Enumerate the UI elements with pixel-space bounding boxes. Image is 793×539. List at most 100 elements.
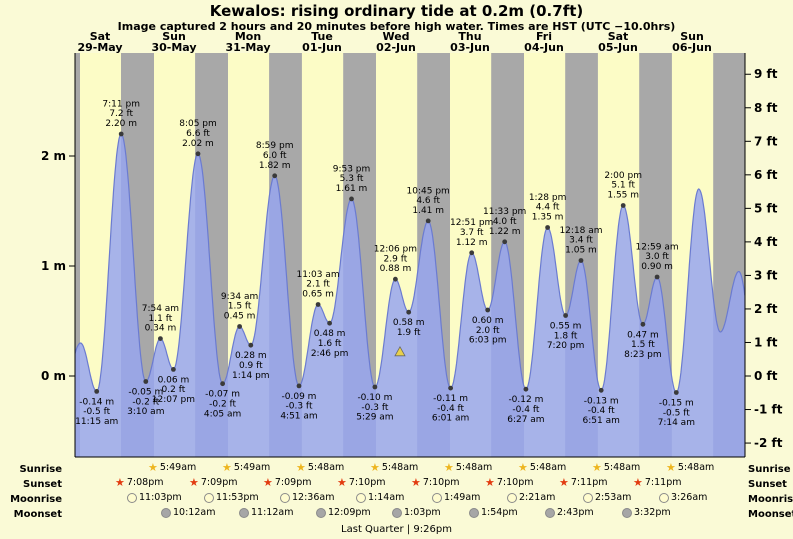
tide-annotation-line: 1.35 m	[532, 213, 564, 223]
sunrise-star-icon: ★	[666, 461, 676, 474]
tide-annotation-line: 0.90 m	[641, 262, 673, 272]
tide-point-marker	[327, 320, 332, 326]
tide-annotation-line: -0.12 m	[508, 395, 543, 405]
tide-point-marker	[195, 151, 201, 157]
tide-annotation-line: 7:54 am	[142, 304, 179, 314]
left-axis-label: 1 m	[41, 259, 66, 273]
day-label-dow: Sat	[608, 30, 629, 43]
tide-point-marker	[640, 321, 646, 327]
tide-point-marker	[237, 324, 243, 329]
tide-annotation-line: 6.0 ft	[263, 151, 287, 161]
almanac-entry-time: 5:49am	[159, 462, 197, 473]
page-title: Kewalos: rising ordinary tide at 0.2m (0…	[209, 2, 584, 20]
tide-annotation-line: -0.5 ft	[83, 407, 110, 417]
almanac-entry: 1:49am	[432, 492, 480, 503]
almanac-entry: ★ 5:48am	[592, 462, 640, 473]
tide-annotation-line: 6:03 pm	[469, 336, 507, 346]
tide-annotation-line: 7:14 am	[658, 418, 695, 428]
tide-annotation-line: 1.61 m	[336, 184, 368, 194]
tide-annotation-line: 0.34 m	[145, 324, 177, 334]
tide-annotation-line: 2.20 m	[105, 119, 137, 129]
tide-annotation-line: 4:05 am	[204, 409, 241, 419]
almanac-entry-time: 5:49am	[233, 462, 271, 473]
day-label-dow: Thu	[458, 30, 481, 43]
tide-annotation-line: 1.5 ft	[631, 340, 655, 350]
moonset-circle-icon	[545, 507, 555, 518]
tide-point-marker	[654, 274, 660, 280]
tide-annotation-line: 6:51 am	[583, 416, 620, 426]
tide-annotation-line: 9:34 am	[221, 292, 258, 302]
almanac-entry: ★ 5:49am	[148, 462, 196, 473]
moonset-circle-icon	[161, 507, 171, 518]
day-label-date: 06-Jun	[672, 41, 712, 54]
tide-annotation-line: 1.82 m	[259, 161, 291, 171]
almanac-entry-time: 11:12am	[251, 507, 294, 518]
tide-annotation-line: 5.1 ft	[611, 181, 635, 191]
right-axis-label: 7 ft	[754, 134, 778, 148]
right-axis-label: 8 ft	[754, 101, 778, 115]
tide-point-marker	[248, 342, 254, 348]
tide-annotation-line: 1.41 m	[412, 206, 444, 216]
right-axis-label: -1 ft	[754, 403, 783, 417]
tide-annotation-line: -0.07 m	[205, 390, 240, 400]
tide-annotation-line: 0.06 m	[158, 375, 190, 385]
tide-point-marker	[158, 336, 163, 341]
tide-annotation-line: 3.7 ft	[460, 228, 484, 238]
tide-point-marker	[578, 258, 584, 263]
right-axis-label: 1 ft	[754, 335, 778, 349]
sunset-star-icon: ★	[263, 476, 273, 489]
almanac-entry-time: 7:09pm	[200, 477, 238, 488]
almanac-row-label-right: Moonset	[748, 509, 793, 520]
right-axis-label: 3 ft	[754, 268, 778, 282]
sunset-star-icon: ★	[115, 476, 125, 489]
tide-point-marker	[393, 276, 398, 282]
tide-annotation-line: 0.2 ft	[162, 385, 186, 395]
day-label-dow: Sun	[680, 30, 704, 43]
sunrise-star-icon: ★	[296, 461, 306, 474]
tide-point-marker	[545, 225, 550, 230]
almanac-row-label-left: Sunset	[23, 479, 62, 490]
almanac-entry: ★ 5:49am	[222, 462, 270, 473]
tide-annotation-line: 0.55 m	[550, 322, 582, 332]
tide-point-marker	[485, 307, 491, 313]
moonrise-circle-icon	[432, 492, 442, 503]
almanac-entry: ★ 5:48am	[296, 462, 344, 473]
tide-annotation-line: 8:23 pm	[624, 350, 662, 360]
almanac-entry-time: 2:53am	[595, 492, 632, 503]
sunset-star-icon: ★	[411, 476, 421, 489]
tide-annotation-line: 3.0 ft	[645, 252, 669, 262]
moonset-circle-icon	[316, 507, 326, 518]
tide-annotation-line: 12:51 pm	[450, 218, 493, 228]
tide-point-marker	[94, 389, 100, 394]
tide-point-marker	[296, 383, 302, 389]
tide-annotation-line: 12:07 pm	[152, 395, 195, 405]
sunrise-star-icon: ★	[148, 461, 158, 474]
tide-annotation-line: -0.14 m	[79, 397, 114, 407]
day-label-date: 01-Jun	[302, 41, 342, 54]
tide-point-marker	[372, 384, 378, 390]
tide-annotation-line: 2.9 ft	[384, 254, 408, 264]
almanac-entry: ★ 7:09pm	[189, 477, 238, 488]
tide-annotation-line: 2:46 pm	[311, 349, 349, 359]
almanac-entry: 11:03pm	[127, 492, 182, 503]
current-tide-marker	[394, 345, 406, 357]
almanac-entry: 1:54pm	[469, 507, 518, 518]
day-label-date: 02-Jun	[376, 41, 416, 54]
tide-annotation-line: -0.2 ft	[132, 397, 159, 407]
almanac-entry-time: 11:53pm	[216, 492, 259, 503]
almanac-entry: ★ 5:48am	[518, 462, 566, 473]
sunset-star-icon: ★	[485, 476, 495, 489]
almanac-entry-time: 7:10pm	[348, 477, 386, 488]
sunrise-star-icon: ★	[370, 461, 380, 474]
right-axis-label: -2 ft	[754, 436, 783, 450]
tide-annotation-line: -0.4 ft	[437, 404, 464, 414]
almanac-row-label-right: Sunset	[748, 479, 787, 490]
day-label-dow: Sat	[90, 30, 111, 43]
almanac-entry: 2:21am	[507, 492, 555, 503]
almanac-entry-time: 1:14am	[368, 492, 405, 503]
tide-annotation-line: 1.9 ft	[397, 328, 421, 338]
tide-annotation-line: 11:15 am	[75, 417, 118, 427]
tide-annotation-line: 0.28 m	[235, 351, 267, 361]
tide-point-marker	[406, 309, 412, 315]
tide-annotation-line: 12:59 am	[636, 242, 679, 252]
